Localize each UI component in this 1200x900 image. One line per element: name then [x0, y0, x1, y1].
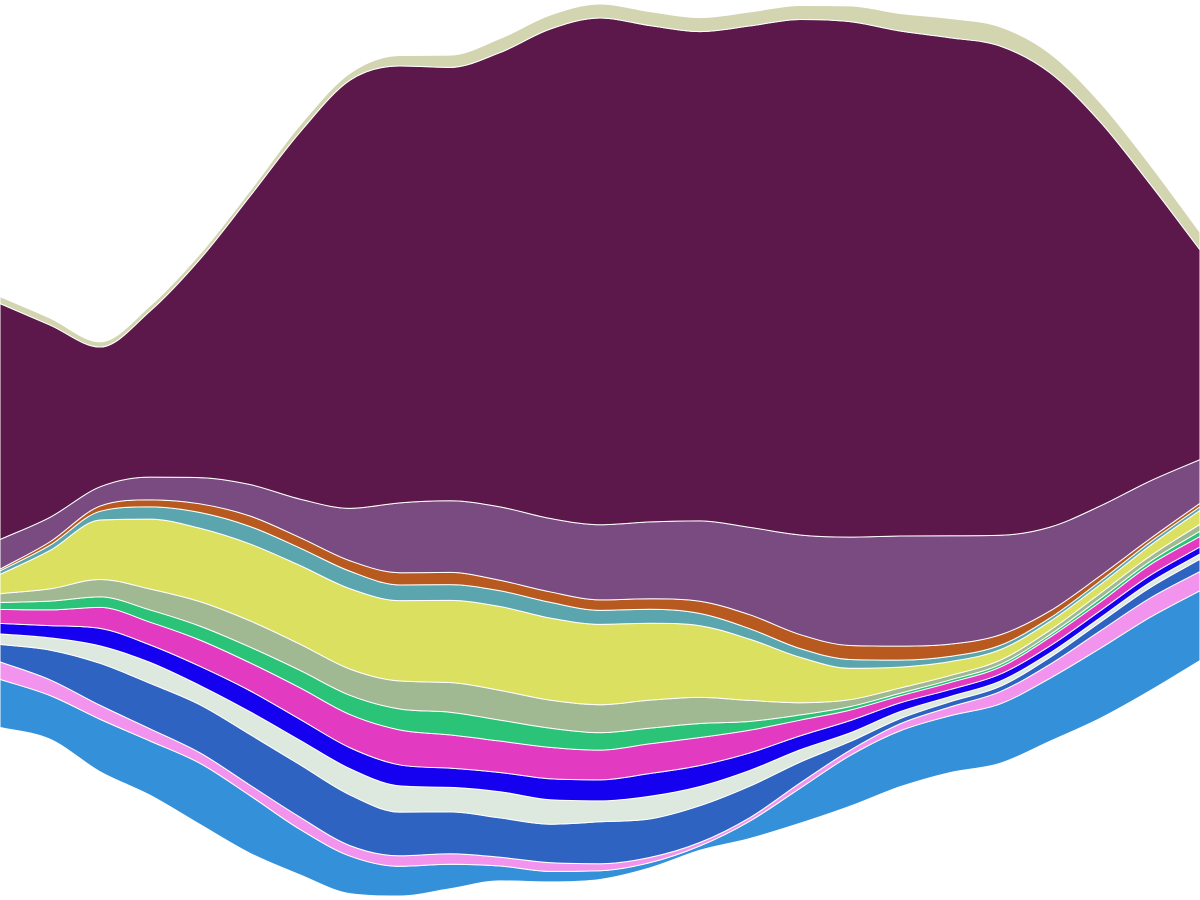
- stream-layers: [0, 3, 1200, 897]
- stream-layer-14: [0, 3, 1200, 348]
